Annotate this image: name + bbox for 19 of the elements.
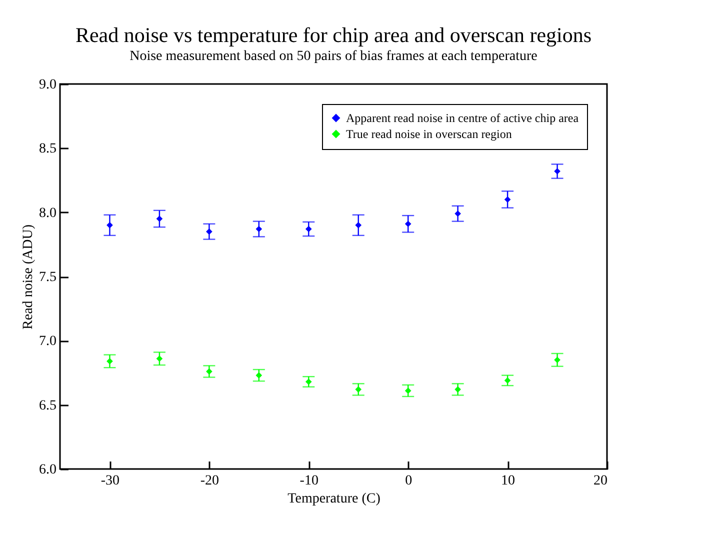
y-tick-label: 7.5 <box>39 270 56 285</box>
x-tick-label: 0 <box>405 474 412 488</box>
legend-label: Apparent read noise in centre of active chip area <box>346 111 580 125</box>
x-tick-label: 10 <box>501 474 516 488</box>
y-tick-label: 9.0 <box>39 78 56 92</box>
y-tick-label: 6.5 <box>39 398 56 414</box>
y-axis-title: Read noise (ADU) <box>21 224 36 330</box>
y-tick-label: 8.5 <box>39 142 56 157</box>
y-tick-label: 8.0 <box>39 206 56 221</box>
chart-subtitle: Noise measurement based on 50 pairs of bias frames at each temperature <box>130 49 538 64</box>
legend-label: True read noise in overscan region <box>346 127 512 141</box>
x-tick-label: -30 <box>100 474 120 488</box>
x-tick-label: -10 <box>300 474 318 488</box>
y-tick-label: 7.0 <box>39 334 56 350</box>
y-tick-label: 6.0 <box>39 462 56 478</box>
x-tick-label: 20 <box>594 474 608 488</box>
chart-title: Read noise vs temperature for chip area and overscan regions <box>75 23 592 47</box>
x-tick-label: -20 <box>200 474 220 488</box>
x-axis-title: Temperature (C) <box>288 492 381 506</box>
